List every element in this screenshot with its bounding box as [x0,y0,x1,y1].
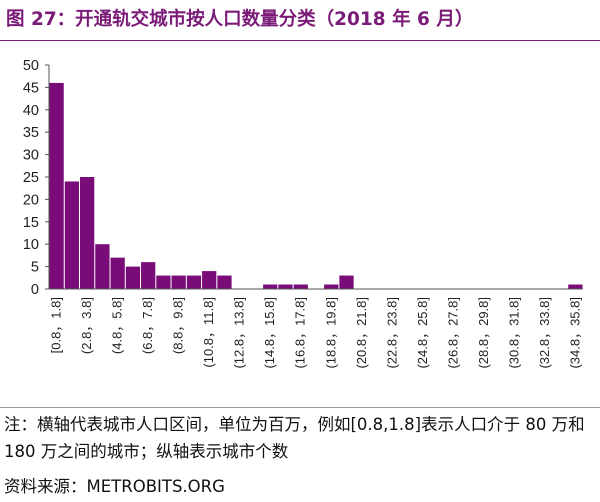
x-category-label: (6.8，7.8] [140,297,155,354]
source-line: 资料来源：METROBITS.ORG [4,477,225,496]
x-category-label: (2.8，3.8] [79,297,94,354]
footnote: 注：横轴代表城市人口区间，单位为百万，例如[0.8,1.8]表示人口介于 80 … [4,415,585,461]
x-category-label: (32.8，33.8] [537,297,552,369]
y-tick-label: 35 [23,125,39,141]
y-tick-label: 20 [23,192,39,208]
bar [293,284,308,289]
x-category-label: (8.8，9.8] [171,297,186,354]
x-category-label: (20.8，21.8] [354,297,369,369]
bar [49,82,64,289]
bar [64,181,80,289]
x-category-label: (34.8，35.8] [567,297,582,369]
y-tick-label: 0 [31,282,39,298]
bar-chart: 0 5 10 15 20 25 30 35 40 45 50 [0.8，1.8] (2.8，3.8] (… [23,58,583,369]
bar [324,284,339,289]
y-tick-label: 25 [23,170,39,186]
x-category-label: (24.8，25.8] [415,297,430,369]
bar [156,275,171,289]
title-divider [0,40,600,41]
bar [202,271,217,289]
x-category-label: (16.8，17.8] [293,297,308,369]
bar [141,262,156,289]
x-category-label: (22.8，23.8] [384,297,399,369]
y-tick-label: 45 [23,80,39,96]
y-tick-label: 30 [23,148,39,164]
bar [568,284,583,289]
note-divider [0,407,600,408]
x-category-label: (4.8，5.8] [110,297,125,354]
x-category-label: (10.8，11.8] [201,297,216,368]
x-category-label: (28.8，29.8] [476,297,491,369]
x-category-label: (30.8，31.8] [506,297,521,369]
bar [125,266,141,289]
x-category-label: (14.8，15.8] [262,297,277,369]
y-tick-label: 15 [23,215,39,231]
y-tick-label: 40 [23,103,39,119]
y-tick-label: 50 [23,58,39,74]
bar [278,284,293,289]
x-axis: [0.8，1.8] (2.8，3.8] (4.8，5.8] (6.8，7.8] (8.8… [49,288,583,369]
bars [49,82,583,289]
x-category-label: (18.8，19.8] [323,297,338,369]
bar [110,257,125,289]
x-category-label: (12.8，13.8] [232,297,247,369]
y-axis: 0 5 10 15 20 25 30 35 40 45 50 [23,58,50,298]
bar [95,244,110,289]
y-tick-label: 5 [31,260,39,276]
bar [171,275,186,289]
x-category-label: [0.8，1.8] [49,297,64,353]
bar [80,177,95,289]
bar [186,275,202,289]
bar [217,275,232,289]
bar [339,275,354,289]
y-tick-label: 10 [23,237,39,253]
bar [263,284,278,289]
x-category-label: (26.8，27.8] [445,297,460,369]
chart-title: 图 27：开通轨交城市按人口数量分类（2018 年 6 月） [6,9,474,30]
